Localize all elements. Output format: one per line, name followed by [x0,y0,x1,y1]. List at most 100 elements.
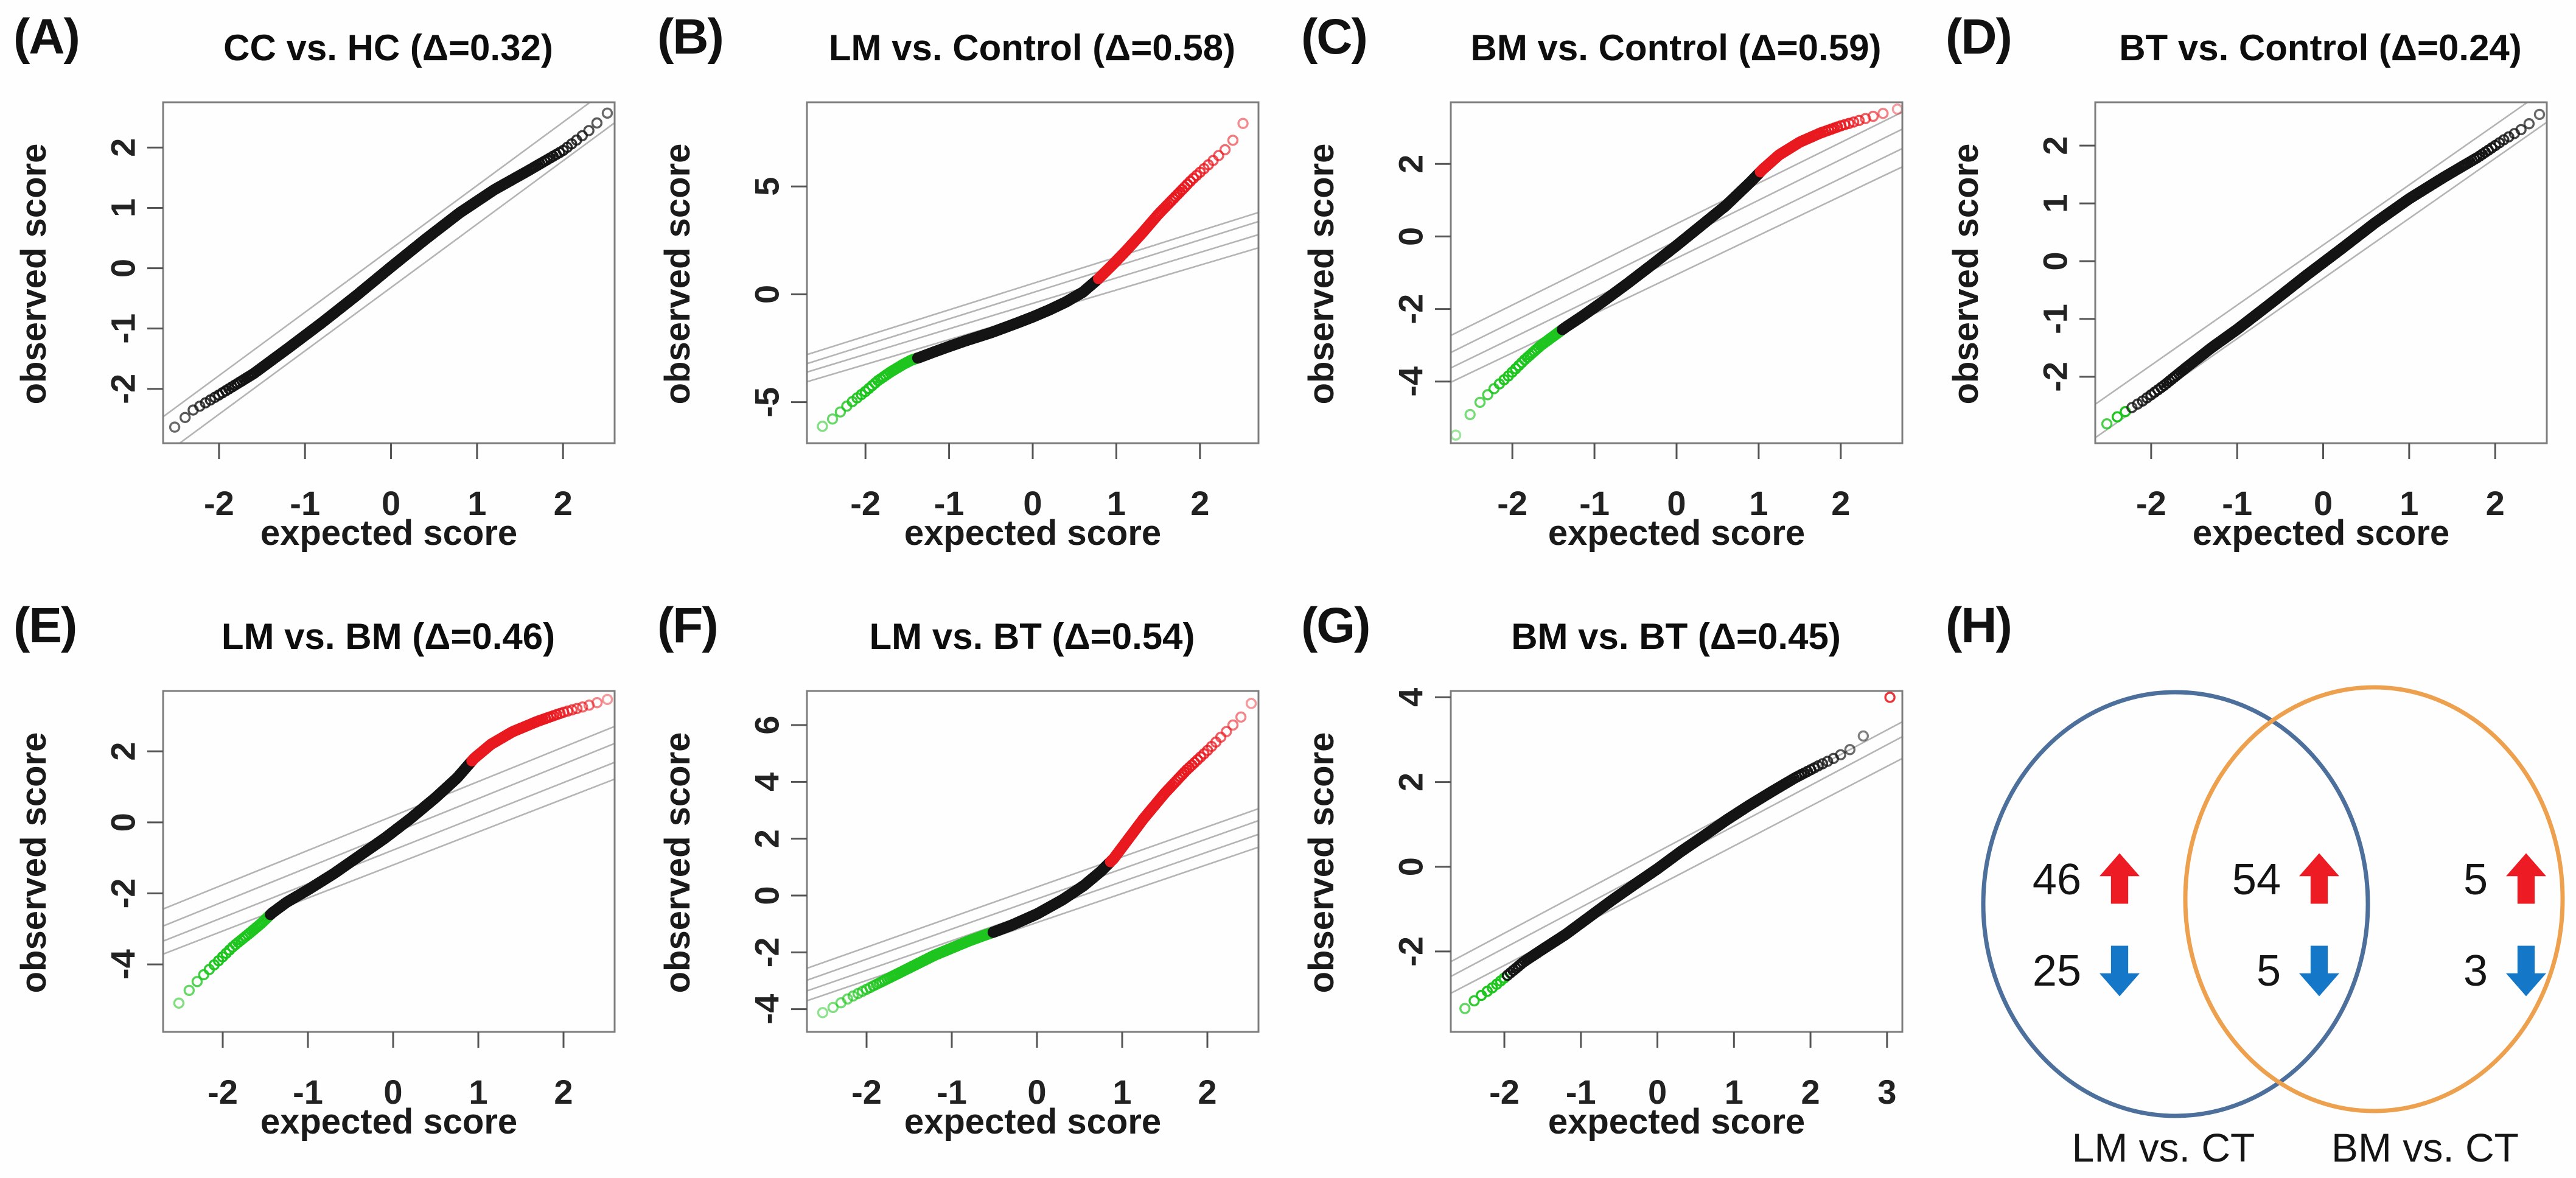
panel-d-xlabel: expected score [2192,513,2450,553]
svg-text:0: 0 [1392,857,1430,876]
svg-text:-1: -1 [937,1073,967,1111]
panel-a-tag: (A) [13,9,80,65]
svg-text:0: 0 [1027,1073,1046,1111]
panel-b-title: LM vs. Control (Δ=0.58) [828,27,1236,68]
qq-plot-c: -2 -1 0 1 2 -4 -2 0 2 [1392,101,1904,522]
panel-e: (E) LM vs. BM (Δ=0.46) -2 -1 0 1 2 -4 -2 0 2 exp… [0,589,644,1177]
panel-f-ylabel: observed score [658,732,697,994]
venn-circles [1981,685,2565,1118]
panel-g-xlabel: expected score [1548,1102,1806,1141]
panel-a-ylabel: observed score [14,143,54,405]
panel-c-ylabel: observed score [1302,143,1341,405]
svg-text:2: 2 [2036,136,2075,155]
down-arrow-icon [2299,945,2339,997]
panel-h-venn: (H) 46 25 54 5 5 3 LM vs. CT BM vs. CT [1932,589,2576,1177]
svg-text:-5: -5 [748,387,786,418]
svg-text:-4: -4 [1392,366,1430,397]
svg-text:2: 2 [1198,1073,1216,1111]
svg-text:2: 2 [748,829,786,848]
up-arrow-icon [2100,853,2140,904]
venn-mid-down-count: 5 [2256,947,2281,995]
svg-text:0: 0 [2314,484,2333,522]
svg-text:0: 0 [1667,484,1686,522]
qq-plot-d: -2 -1 0 1 2 -2 -1 0 1 2 [2036,101,2548,522]
svg-text:0: 0 [748,285,786,304]
svg-text:4: 4 [1392,688,1430,707]
svg-text:1: 1 [467,484,486,522]
venn-right-down-count: 3 [2463,947,2488,995]
svg-text:-2: -2 [104,878,142,909]
svg-text:0: 0 [382,484,400,522]
panel-e-tag: (E) [13,598,77,653]
svg-text:-1: -1 [2222,484,2252,522]
svg-text:-2: -2 [851,1073,882,1111]
panel-c-title: BM vs. Control (Δ=0.59) [1470,27,1882,68]
svg-text:5: 5 [748,177,786,196]
qq-plot-f: -2 -1 0 1 2 -4 -2 0 2 4 6 [748,690,1260,1111]
panel-g-ylabel: observed score [1302,732,1341,994]
panel-e-xlabel: expected score [260,1102,518,1141]
panel-c: (C) BM vs. Control (Δ=0.59) -2 -1 0 1 2 -4 -2 0… [1288,0,1932,589]
svg-text:-4: -4 [104,949,142,980]
venn-right-label: BM vs. CT [2331,1125,2519,1170]
svg-text:4: 4 [748,773,786,791]
svg-text:-2: -2 [204,484,234,522]
venn-left-down-count: 25 [2032,947,2081,995]
panel-f-xlabel: expected score [904,1102,1162,1141]
svg-text:1: 1 [2036,194,2075,213]
svg-text:0: 0 [104,259,142,278]
svg-text:-2: -2 [2136,484,2166,522]
svg-text:2: 2 [2486,484,2505,522]
panel-h-tag: (H) [1946,598,2012,653]
svg-text:2: 2 [1801,1073,1820,1111]
svg-text:1: 1 [1107,484,1126,522]
panel-g: (G) BM vs. BT (Δ=0.45) -2 -1 0 1 2 3 -2 0 2 4 exp… [1288,589,1932,1177]
svg-text:2: 2 [1831,484,1850,522]
venn-left-label: LM vs. CT [2072,1125,2255,1170]
svg-text:0: 0 [104,813,142,832]
svg-text:0: 0 [748,886,786,905]
up-arrow-icon [2299,853,2339,904]
panel-a-xlabel: expected score [260,513,518,553]
svg-text:-1: -1 [1579,484,1610,522]
svg-text:1: 1 [1112,1073,1131,1111]
svg-text:-2: -2 [1497,484,1527,522]
svg-text:2: 2 [554,1073,573,1111]
svg-text:-2: -2 [850,484,881,522]
panel-f-tag: (F) [657,598,719,653]
panel-b-tag: (B) [657,9,724,65]
svg-text:-2: -2 [104,374,142,404]
venn-left-up-count: 46 [2032,855,2081,904]
svg-text:-1: -1 [104,314,142,344]
svg-text:0: 0 [1392,227,1430,246]
svg-text:-1: -1 [293,1073,323,1111]
svg-text:2: 2 [1190,484,1209,522]
venn-left-circle [1981,690,2370,1118]
panel-c-tag: (C) [1301,9,1368,65]
svg-text:1: 1 [2400,484,2418,522]
svg-text:-1: -1 [2036,304,2075,334]
panel-a: (A) CC vs. HC (Δ=0.32) -2 -1 0 1 2 -2 -1 0 1 2 ex… [0,0,644,589]
svg-text:-1: -1 [1566,1073,1596,1111]
panel-b-ylabel: observed score [658,143,697,405]
svg-text:6: 6 [748,715,786,734]
qq-plot-b: -2 -1 0 1 2 -5 0 5 [748,101,1260,522]
venn-right-circle [2183,685,2565,1113]
qq-plot-g: -2 -1 0 1 2 3 -2 0 2 4 [1392,688,1904,1111]
svg-text:0: 0 [383,1073,402,1111]
svg-text:-1: -1 [934,484,965,522]
svg-text:-1: -1 [290,484,320,522]
panel-a-title: CC vs. HC (Δ=0.32) [223,27,553,68]
panel-g-tag: (G) [1301,598,1370,653]
svg-text:-2: -2 [1392,936,1430,967]
panel-e-ylabel: observed score [14,732,54,994]
venn-mid-up-count: 54 [2232,855,2281,904]
svg-text:1: 1 [104,198,142,217]
qq-plot-a: -2 -1 0 1 2 -2 -1 0 1 2 [104,101,616,522]
svg-text:-2: -2 [1489,1073,1520,1111]
panel-d-title: BT vs. Control (Δ=0.24) [2119,27,2522,68]
panel-b-xlabel: expected score [904,513,1162,553]
panel-b: (B) LM vs. Control (Δ=0.58) -2 -1 0 1 2 -5 0 5 … [644,0,1288,589]
svg-text:-4: -4 [748,994,786,1025]
